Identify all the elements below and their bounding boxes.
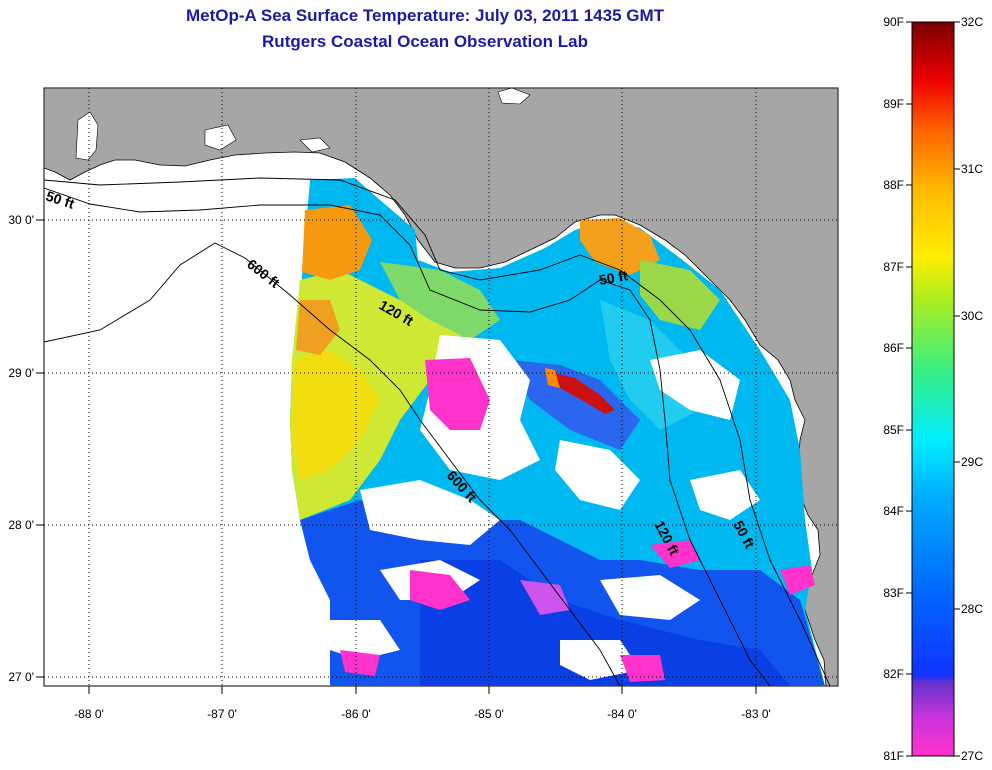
- isobaths: [44, 177, 831, 686]
- axis-ticks: [36, 219, 757, 694]
- colorbar-ticks: [906, 21, 960, 757]
- lon-tick-label: -86 0': [341, 707, 371, 721]
- lat-tick-label: 29 0': [8, 366, 34, 380]
- colorbar: [911, 21, 955, 757]
- coastal-bays: [75, 88, 531, 161]
- map-title: MetOp-A Sea Surface Temperature: July 03…: [185, 6, 665, 25]
- sst-swath: [290, 178, 825, 686]
- colorbar-c-label: 31C: [961, 162, 983, 176]
- lon-tick-label: -83 0': [741, 707, 771, 721]
- colorbar-c-label: 27C: [961, 749, 983, 763]
- map-subtitle: Rutgers Coastal Ocean Observation Lab: [262, 32, 588, 51]
- lon-tick-label: -85 0': [474, 707, 504, 721]
- lat-tick-label: 28 0': [8, 518, 34, 532]
- colorbar-f-label: 81F: [883, 749, 904, 763]
- colorbar-f-label: 87F: [883, 260, 904, 274]
- colorbar-c-label: 32C: [961, 15, 983, 29]
- lon-tick-label: -84 0': [607, 707, 637, 721]
- colorbar-f-label: 89F: [883, 97, 904, 111]
- colorbar-f-label: 84F: [883, 504, 904, 518]
- colorbar-c-label: 28C: [961, 602, 983, 616]
- map-content: 50 ft 600 ft 120 ft 50 ft 600 ft 120 ft …: [44, 88, 838, 686]
- colorbar-c-label: 30C: [961, 309, 983, 323]
- lon-tick-label: -87 0': [207, 707, 237, 721]
- lat-tick-label: 30 0': [8, 213, 34, 227]
- colorbar-f-label: 86F: [883, 341, 904, 355]
- colorbar-f-label: 83F: [883, 586, 904, 600]
- graticule: [44, 88, 838, 686]
- colorbar-c-label: 29C: [961, 455, 983, 469]
- isobath-label: 50 ft: [598, 267, 629, 288]
- colorbar-f-label: 82F: [883, 667, 904, 681]
- land-mass: [44, 88, 838, 686]
- colorbar-f-label: 85F: [883, 423, 904, 437]
- colorbar-f-label: 88F: [883, 178, 904, 192]
- lat-tick-label: 27 0': [8, 670, 34, 684]
- lon-tick-label: -88 0': [74, 707, 104, 721]
- colorbar-f-label: 90F: [883, 15, 904, 29]
